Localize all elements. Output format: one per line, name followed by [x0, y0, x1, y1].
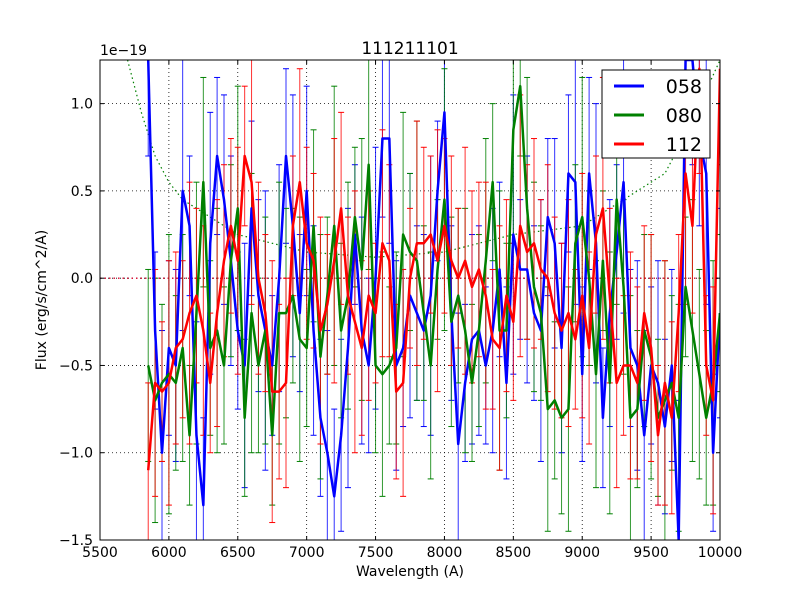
x-tick-label: 9500 [633, 545, 669, 561]
y-axis-label: Flux (erg/s/cm^2/A) [34, 230, 50, 370]
y-tick-label: −1.5 [59, 533, 93, 549]
x-tick-label: 7500 [358, 545, 394, 561]
chart-title: 111211101 [361, 39, 458, 59]
x-axis-label: Wavelength (A) [356, 564, 464, 580]
y-tick-label: 0.5 [71, 184, 93, 200]
series-line-112 [146, 67, 720, 471]
axes-frame [99, 59, 721, 541]
x-tick-label: 6000 [151, 545, 187, 561]
x-tick-label: 9000 [564, 545, 600, 561]
x-tick-label: 8000 [427, 545, 463, 561]
ticks: 5500 6000 6500 7000 7500 8000 8500 9000 9500 1000… [59, 60, 742, 561]
legend-label-080: 080 [666, 105, 702, 127]
y-tick-label: 0.0 [71, 271, 93, 287]
x-tick-label: 6500 [220, 545, 256, 561]
y-tick-label: −0.5 [59, 358, 93, 374]
series-line-080 [146, 84, 720, 437]
legend: 058 080 112 [601, 69, 711, 159]
y-tick-label: 1.0 [71, 97, 93, 113]
x-tick-label: 10000 [698, 545, 743, 561]
y-tick-label: −1.0 [59, 446, 93, 462]
x-tick-label: 7000 [289, 545, 325, 561]
data-layer [100, 60, 720, 540]
x-tick-label: 5500 [82, 545, 118, 561]
x-tick-label: 8500 [496, 545, 532, 561]
legend-label-058: 058 [666, 76, 702, 98]
reference-line-080-noise [126, 60, 720, 258]
legend-label-112: 112 [666, 134, 702, 156]
y-offset-label: 1e−19 [100, 43, 147, 59]
